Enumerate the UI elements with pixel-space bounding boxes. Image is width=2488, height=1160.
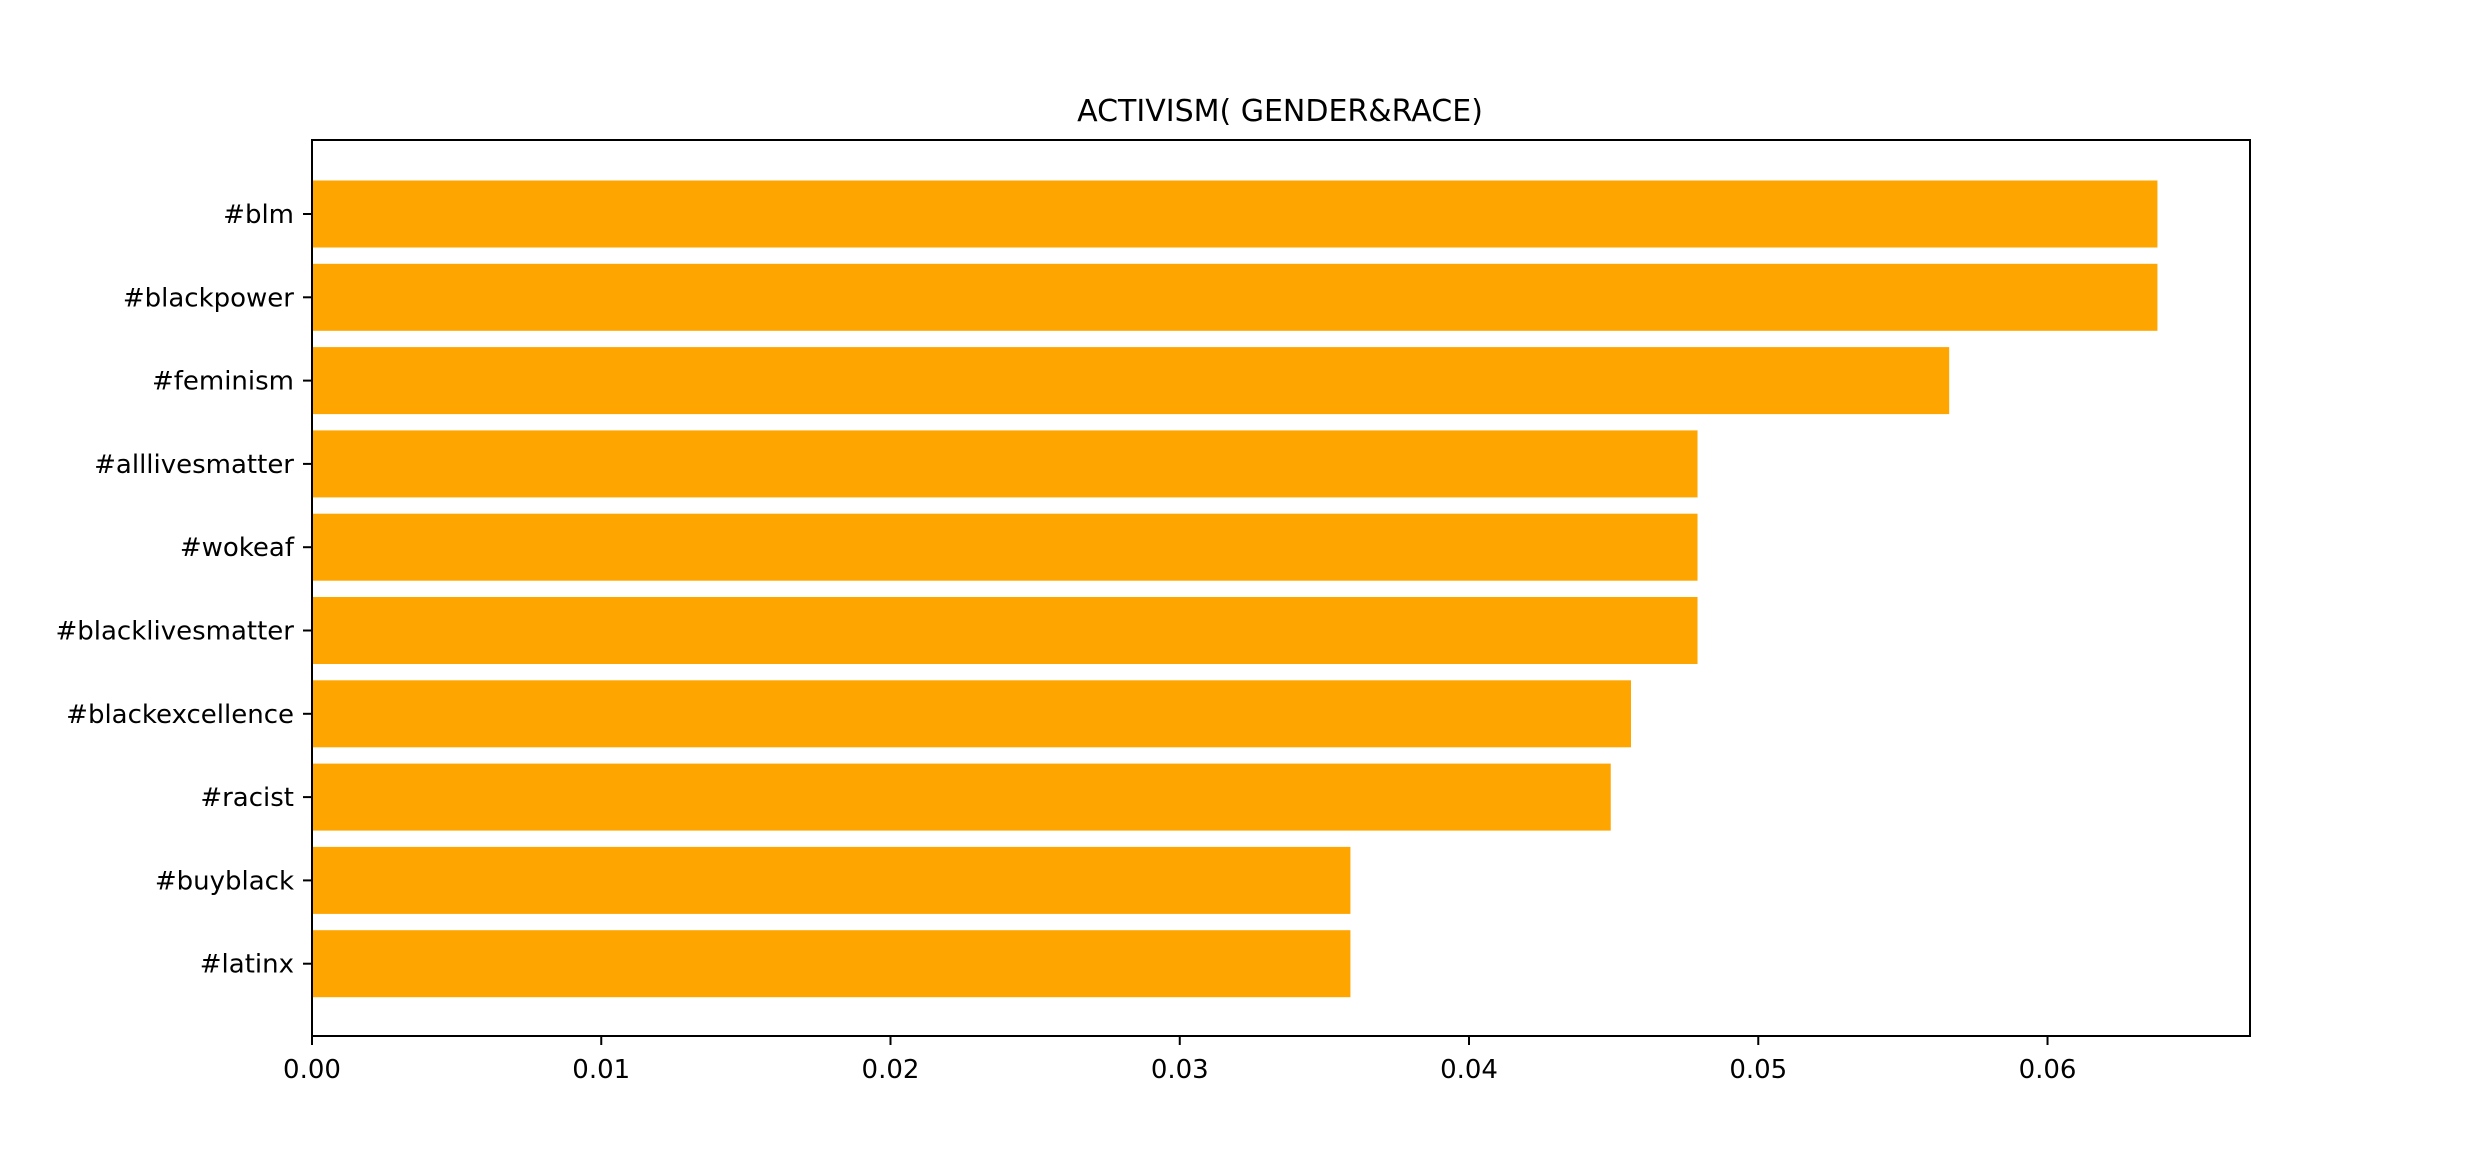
bar-blacklivesmatter: [312, 597, 1698, 664]
y-tick-label: #feminism: [152, 367, 294, 397]
bar-blackexcellence: [312, 680, 1631, 748]
x-tick-label: 0.04: [1440, 1055, 1498, 1085]
y-tick-label: #blm: [223, 200, 294, 230]
bar-alllivesmatter: [312, 430, 1698, 498]
bar-wokeaf: [312, 513, 1698, 581]
y-tick-label: #wokeaf: [180, 533, 295, 563]
x-tick-label: 0.00: [283, 1055, 341, 1085]
y-tick-label: #blackpower: [123, 283, 294, 313]
y-tick-label: #latinx: [200, 950, 294, 980]
bar-feminism: [312, 347, 1950, 415]
bar-racist: [312, 763, 1611, 831]
x-axis: 0.00 0.01 0.02 0.03 0.04 0.05 0.06: [283, 1036, 2076, 1085]
bar-latinx: [312, 930, 1351, 998]
bars-group: [312, 180, 2158, 998]
y-axis: #blm #blackpower #feminism #alllivesmatter #…: [55, 200, 312, 980]
y-tick-label: #blacklivesmatter: [55, 617, 294, 647]
y-tick-label: #alllivesmatter: [94, 450, 294, 480]
bar-buyblack: [312, 846, 1351, 914]
bar-blackpower: [312, 263, 2158, 331]
plot-area-frame: [311, 139, 2251, 1037]
y-tick-label: #buyblack: [155, 866, 294, 896]
x-tick-label: 0.02: [862, 1055, 920, 1085]
bar-blm: [312, 180, 2158, 248]
y-tick-label: #blackexcellence: [66, 700, 294, 730]
x-tick-label: 0.05: [1729, 1055, 1787, 1085]
x-tick-label: 0.03: [1151, 1055, 1209, 1085]
x-tick-label: 0.01: [572, 1055, 630, 1085]
chart-title: ACTIVISM( GENDER&RACE): [1077, 94, 1483, 129]
y-tick-label: #racist: [200, 783, 294, 813]
x-tick-label: 0.06: [2019, 1055, 2077, 1085]
